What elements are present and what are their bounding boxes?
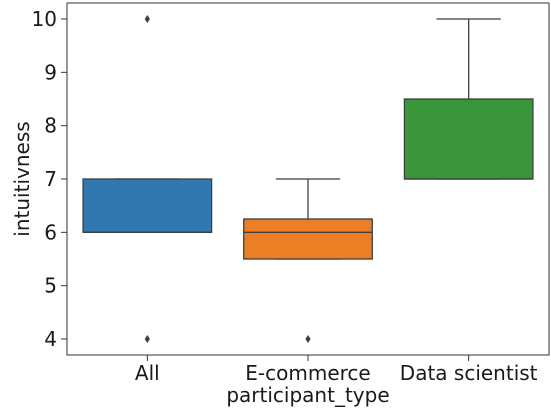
x-tick-label: All xyxy=(135,361,160,385)
y-tick-label: 4 xyxy=(44,327,57,351)
outlier-point xyxy=(305,335,311,343)
y-tick-label: 10 xyxy=(32,7,57,31)
box-iqr xyxy=(82,178,213,233)
plot-area xyxy=(82,15,534,343)
y-tick-label: 7 xyxy=(44,167,57,191)
box-iqr xyxy=(403,98,534,180)
x-tick-label: E-commerce xyxy=(245,361,370,385)
box-group xyxy=(403,18,534,180)
x-axis-label: participant_type xyxy=(226,383,389,407)
x-axis: All E-commerce Data scientist xyxy=(135,355,538,385)
y-tick-label: 9 xyxy=(44,60,57,84)
outlier-point xyxy=(144,15,150,23)
y-tick-label: 6 xyxy=(44,220,57,244)
x-tick-label: Data scientist xyxy=(400,361,538,385)
y-tick-label: 8 xyxy=(44,114,57,138)
box-group xyxy=(243,178,373,343)
box-group xyxy=(82,15,213,343)
y-axis-label: intuitivness xyxy=(10,121,34,236)
y-tick-label: 5 xyxy=(44,274,57,298)
outlier-point xyxy=(144,335,150,343)
y-axis: 4 5 6 7 8 9 10 xyxy=(32,7,67,351)
box-iqr xyxy=(243,218,373,260)
